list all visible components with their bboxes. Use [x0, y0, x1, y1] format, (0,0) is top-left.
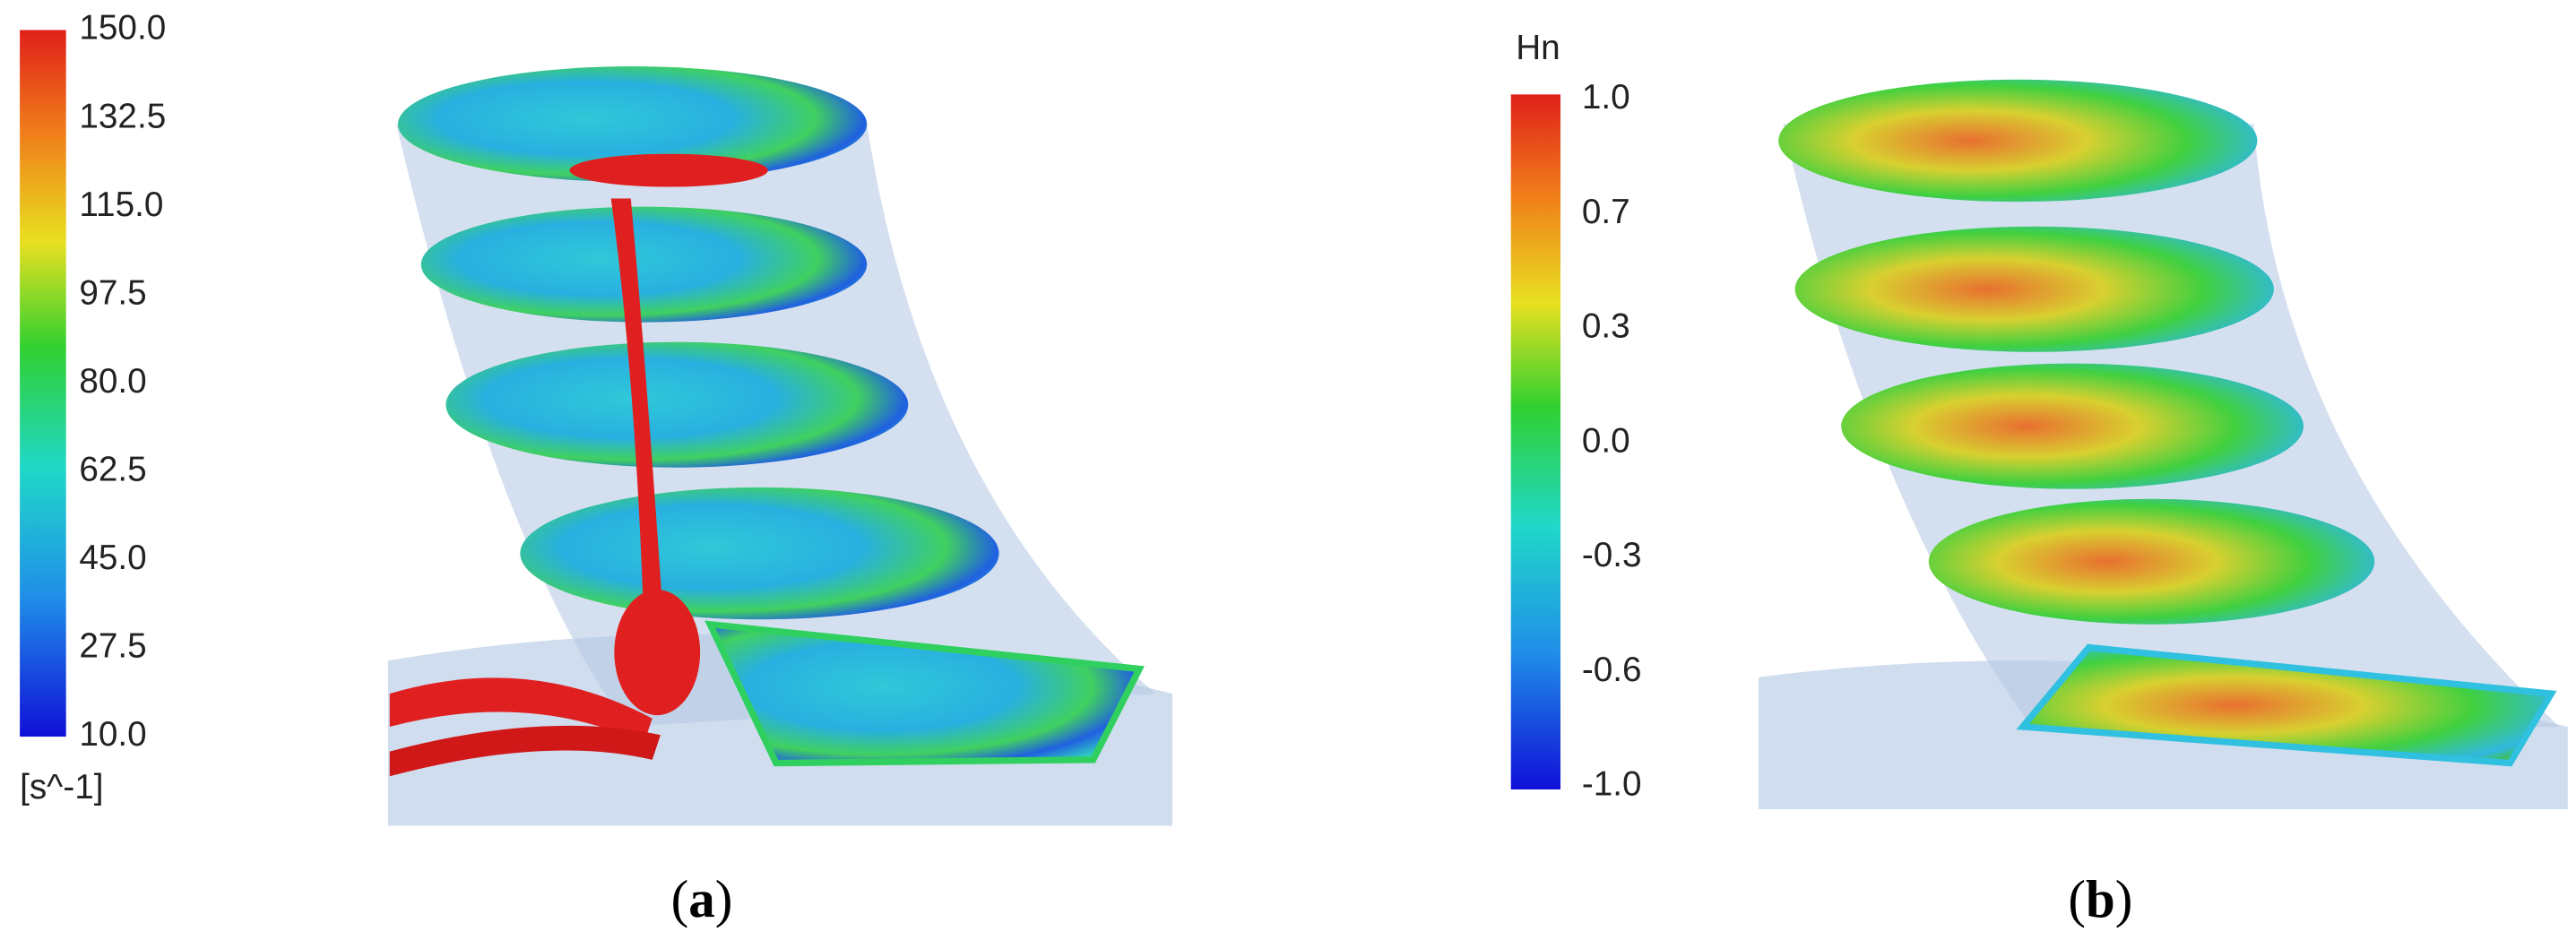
colorbar-label: 62.5 [79, 451, 146, 489]
panel-b-render [1759, 79, 2568, 810]
colorbar-label: -1.0 [1582, 765, 1642, 804]
colorbar-label: 0.7 [1582, 193, 1630, 231]
colorbar-label: 10.0 [79, 715, 146, 754]
panel-a-render [387, 66, 1173, 826]
colorbar-label: 150.0 [79, 9, 166, 47]
colorbar-label: 45.0 [79, 539, 146, 577]
colorbar-unit: [s^-1] [20, 768, 103, 806]
caption-part: a [688, 869, 714, 928]
panel-caption: (a) [671, 869, 733, 928]
colorbar-b [1510, 94, 1560, 789]
colorbar-label: 27.5 [79, 627, 146, 666]
colorbar-label: 115.0 [79, 185, 163, 224]
caption-part: ( [2068, 869, 2086, 928]
colorbar-label: -0.3 [1582, 536, 1642, 574]
colorbar-a [20, 30, 66, 737]
caption-part: ) [715, 869, 733, 928]
colorbar-label: 1.0 [1582, 78, 1630, 116]
colorbar-title: Hn [1516, 29, 1560, 67]
caption-part: b [2086, 869, 2115, 928]
colorbar-label: 132.5 [79, 97, 166, 135]
panel-caption: (b) [2068, 869, 2132, 928]
colorbar-label: 0.3 [1582, 307, 1630, 346]
colorbar-label: -0.6 [1582, 651, 1642, 689]
caption-part: ( [671, 869, 689, 928]
colorbar-label: 0.0 [1582, 421, 1630, 460]
colorbar-label: 80.0 [79, 362, 146, 401]
colorbar-label: 97.5 [79, 273, 146, 312]
caption-part: ) [2115, 869, 2133, 928]
